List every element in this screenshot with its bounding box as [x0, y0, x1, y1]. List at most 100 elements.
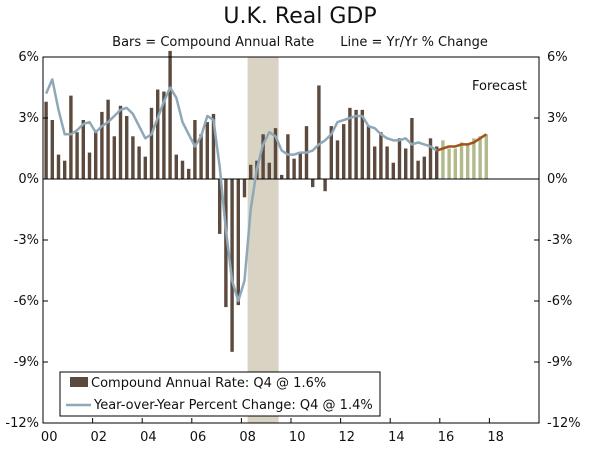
- bar: [224, 179, 228, 308]
- bar: [125, 115, 129, 179]
- bar: [329, 126, 334, 179]
- recession-band: [247, 57, 279, 423]
- chart-title: U.K. Real GDP: [223, 4, 377, 29]
- bar: [106, 99, 110, 179]
- x-tick-label: 04: [140, 430, 157, 445]
- forecast-bar: [478, 136, 482, 179]
- bar: [335, 140, 340, 179]
- bar: [112, 136, 117, 179]
- y-tick-label-right: 6%: [547, 50, 568, 65]
- bar: [261, 134, 265, 179]
- forecast-annotation: Forecast: [472, 79, 527, 94]
- bar: [143, 156, 147, 179]
- forecast-bar: [472, 138, 476, 179]
- bar: [422, 156, 427, 179]
- bar: [379, 132, 383, 179]
- bar: [292, 158, 296, 179]
- bar: [93, 132, 98, 179]
- bar: [298, 152, 303, 179]
- bar: [348, 107, 352, 179]
- forecast-bar: [447, 148, 451, 179]
- x-tick-label: 14: [388, 430, 405, 445]
- bar: [168, 50, 172, 180]
- bar: [180, 160, 185, 179]
- bar: [280, 174, 284, 179]
- legend: Compound Annual Rate: Q4 @ 1.6% Year-ove…: [59, 371, 381, 417]
- bar: [385, 146, 389, 179]
- bar: [156, 89, 160, 179]
- bar: [205, 122, 209, 179]
- bar: [87, 152, 92, 179]
- bar: [230, 179, 234, 352]
- y-tick-label-right: -9%: [547, 355, 572, 370]
- subtitle-bars: Bars = Compound Annual Rate: [112, 35, 315, 50]
- x-tick-label: 18: [487, 430, 504, 445]
- bar: [131, 136, 135, 179]
- bar: [360, 109, 365, 179]
- bar: [397, 138, 402, 179]
- x-tick-label: 10: [289, 430, 306, 445]
- bar: [69, 95, 73, 179]
- bar: [286, 134, 290, 179]
- bar: [236, 179, 240, 306]
- bar: [162, 91, 166, 179]
- forecast-bar: [459, 142, 464, 179]
- y-tick-label-right: 0%: [547, 172, 568, 187]
- y-tick-label-left: -9%: [14, 355, 39, 370]
- y-tick-label-right: -12%: [547, 416, 581, 431]
- bar: [217, 179, 222, 234]
- bar: [199, 134, 203, 179]
- x-tick-label: 08: [239, 430, 256, 445]
- bar: [193, 120, 197, 179]
- y-tick-label-left: 3%: [18, 111, 39, 126]
- bar: [428, 138, 433, 179]
- bar: [56, 154, 61, 179]
- bar: [137, 146, 141, 179]
- bar: [391, 162, 396, 179]
- y-tick-label-left: 0%: [18, 172, 39, 187]
- bar: [410, 118, 414, 179]
- bar: [248, 164, 253, 179]
- bar: [186, 168, 191, 179]
- bar: [174, 154, 178, 179]
- bar-series: [44, 50, 489, 352]
- bar: [44, 101, 48, 179]
- y-tick-label-left: -6%: [14, 294, 39, 309]
- bar: [342, 124, 346, 179]
- y-tick-label-right: -3%: [547, 233, 572, 248]
- y-tick-label-right: 3%: [547, 111, 568, 126]
- bar: [317, 85, 321, 179]
- bar: [404, 148, 408, 179]
- bar: [81, 120, 85, 179]
- legend-box: [59, 371, 381, 417]
- legend-bar-swatch: [70, 377, 88, 387]
- legend-bars-label: Compound Annual Rate: Q4 @ 1.6%: [91, 376, 326, 391]
- subtitle-line: Line = Yr/Yr % Change: [340, 35, 488, 50]
- forecast-bar: [453, 148, 458, 179]
- x-tick-label: 06: [190, 430, 207, 445]
- bar: [366, 126, 371, 179]
- bar: [373, 146, 377, 179]
- x-tick-label: 16: [438, 430, 455, 445]
- bar: [211, 113, 216, 179]
- bar: [323, 179, 327, 192]
- forecast-bar: [466, 144, 470, 179]
- bar: [100, 111, 104, 179]
- bar: [242, 179, 247, 198]
- bar: [354, 109, 358, 179]
- x-tick-label: 12: [339, 430, 356, 445]
- bar: [267, 162, 272, 179]
- x-tick-label: 02: [91, 430, 108, 445]
- x-tick-label: 00: [41, 430, 58, 445]
- bar: [50, 120, 55, 179]
- y-tick-label-right: -6%: [547, 294, 572, 309]
- y-tick-label-left: 6%: [18, 50, 39, 65]
- axis-ticks: 6% 6%3% 3%0% 0%-3% -3%-6% -6%-9% -9%-12% -12%00…: [5, 50, 580, 445]
- bar: [435, 146, 439, 179]
- bar: [62, 160, 67, 179]
- bar: [149, 107, 154, 179]
- chart-subtitle: Bars = Compound Annual Rate Line = Yr/Yr …: [0, 35, 600, 50]
- y-tick-label-left: -3%: [14, 233, 39, 248]
